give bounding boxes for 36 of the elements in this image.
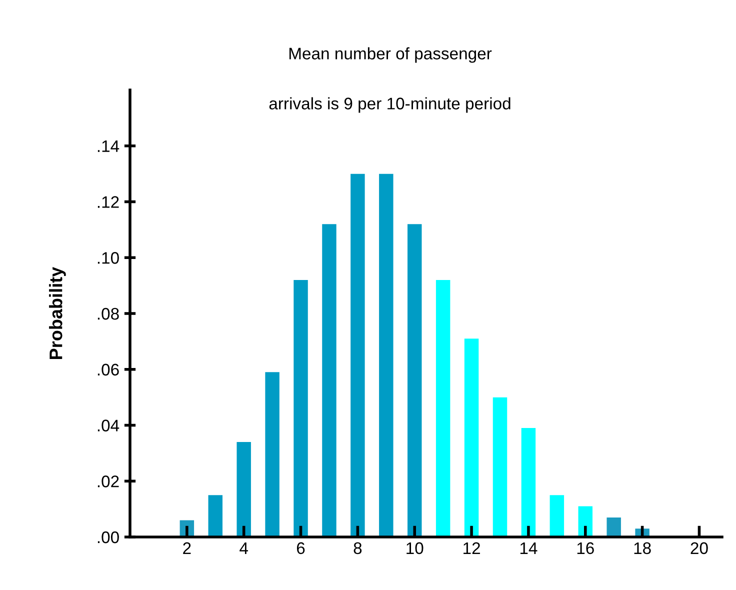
x-tick-label: 6 [296, 542, 305, 554]
chart-subtitle: arrivals is 9 per 10-minute period [269, 97, 510, 113]
bar [521, 428, 536, 537]
x-tick-label: 16 [577, 542, 594, 554]
y-tick-label: .02 [98, 476, 119, 488]
y-tick-label: .06 [98, 364, 119, 376]
y-tick-label: .12 [98, 196, 119, 208]
y-tick-label: .00 [98, 531, 119, 544]
x-tick-label: 20 [690, 542, 708, 554]
bar [436, 280, 450, 537]
y-tick-label: .14 [98, 140, 120, 152]
bar [550, 495, 564, 537]
y-tick-label: .10 [98, 252, 119, 264]
bar [322, 224, 336, 537]
bar [408, 224, 422, 537]
x-tick-label: 8 [354, 542, 362, 554]
chart-title: Mean number of passenger [289, 47, 492, 63]
x-tick-label: 10 [406, 542, 424, 554]
bar [265, 372, 280, 537]
bar [208, 495, 222, 537]
bar [578, 506, 592, 537]
x-tick-label: 12 [464, 542, 480, 554]
x-tick-label: 4 [240, 542, 248, 554]
bar [464, 338, 479, 537]
x-tick-label: 18 [634, 542, 651, 554]
y-tick-label: .08 [98, 308, 119, 320]
bar [379, 174, 394, 537]
y-axis-title: Probability [49, 266, 66, 359]
y-tick-label: .04 [98, 420, 120, 432]
x-tick-label: 14 [520, 542, 538, 554]
bar [492, 397, 508, 537]
bar [350, 174, 365, 537]
bar [236, 442, 251, 537]
bar [294, 280, 308, 537]
bar [606, 517, 621, 537]
x-tick-label: 2 [183, 542, 191, 554]
